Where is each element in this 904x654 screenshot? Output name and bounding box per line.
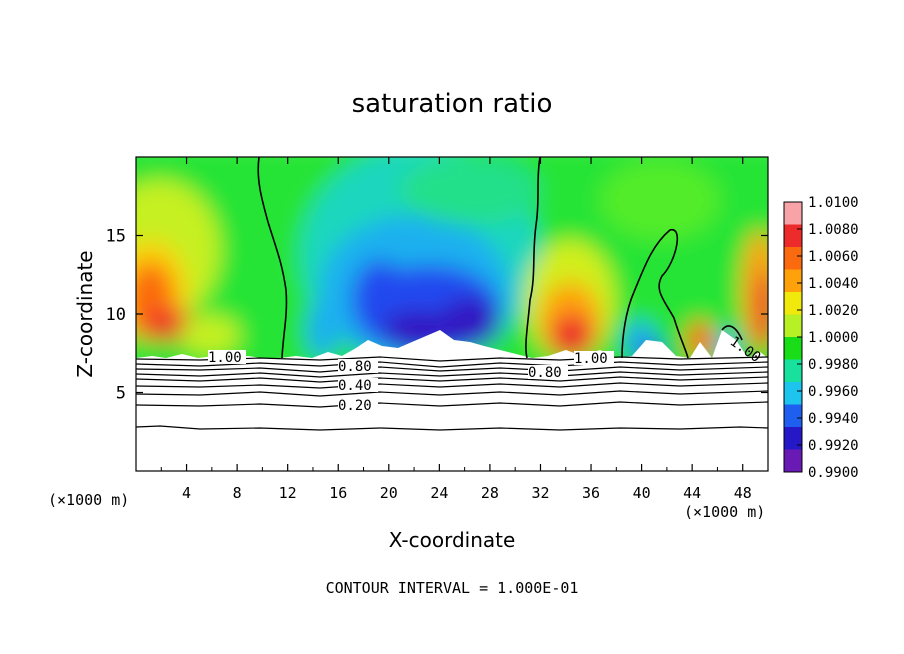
colorbar-label: 1.0040 — [808, 276, 859, 292]
x-tick-label: 32 — [531, 484, 549, 502]
colorbar-swatch — [784, 382, 802, 405]
colorbar-label: 0.9920 — [808, 438, 859, 454]
colorbar-swatch — [784, 427, 802, 450]
colorbar-label: 1.0080 — [808, 222, 859, 238]
colorbar-swatch — [784, 314, 802, 338]
y-axis: 5 10 15 — [106, 227, 768, 404]
x-tick-label: 12 — [279, 484, 297, 502]
contour-label: 1.00 — [574, 351, 608, 367]
colorbar-swatch — [784, 247, 802, 270]
contour-lines-cloud — [257, 157, 743, 359]
x-tick-label: 44 — [683, 484, 701, 502]
x-axis: 4 8 12 16 20 24 28 32 36 40 44 48 — [160, 157, 752, 502]
y-tick-label: 5 — [116, 384, 126, 404]
colorbar-swatch — [784, 224, 802, 248]
colorbar-swatch — [784, 404, 802, 428]
color-field — [136, 157, 768, 358]
colorbar-label: 1.0100 — [808, 195, 859, 211]
x-tick-label: 4 — [182, 484, 191, 502]
x-tick-label: 40 — [633, 484, 651, 502]
x-axis-label: X-coordinate — [389, 528, 516, 552]
y-axis-label: Z-coordinate — [73, 250, 97, 377]
contour-interval-footer: CONTOUR INTERVAL = 1.000E-01 — [326, 579, 579, 597]
colorbar: 1.0100 1.0080 1.0060 1.0040 1.0020 1.0000 0.99… — [783, 195, 859, 481]
x-tick-label: 24 — [430, 484, 448, 502]
x-tick-label: 36 — [582, 484, 600, 502]
colorbar-swatch — [784, 337, 802, 360]
colorbar-label: 0.9900 — [808, 465, 859, 481]
x-tick-label: 48 — [734, 484, 752, 502]
x-unit-right: (×1000 m) — [684, 503, 765, 521]
contour-label: 1.00 — [208, 350, 242, 366]
chart-title: saturation ratio — [352, 89, 553, 119]
contour-label: 0.40 — [338, 378, 372, 394]
colorbar-label: 1.0000 — [808, 330, 859, 346]
colorbar-label: 0.9960 — [808, 384, 859, 400]
colorbar-label: 1.0060 — [808, 249, 859, 265]
colorbar-swatch — [784, 292, 802, 315]
x-unit-left: (×1000 m) — [48, 491, 129, 509]
colorbar-label: 0.9980 — [808, 357, 859, 373]
x-tick-label: 8 — [233, 484, 242, 502]
contour-label: 0.20 — [338, 398, 372, 414]
x-tick-label: 20 — [380, 484, 398, 502]
contour-label: 0.80 — [528, 365, 562, 381]
x-tick-label: 28 — [481, 484, 499, 502]
plot-area: 1.00 0.80 0.40 0.20 1.00 0.80 1.00 — [136, 157, 768, 471]
colorbar-label: 0.9940 — [808, 411, 859, 427]
colorbar-swatch — [784, 449, 802, 473]
x-tick-label: 16 — [329, 484, 347, 502]
y-tick-label: 15 — [106, 227, 126, 247]
contour-label: 0.80 — [338, 359, 372, 375]
colorbar-swatch — [784, 202, 802, 225]
colorbar-swatch — [784, 359, 802, 383]
y-tick-label: 10 — [106, 305, 126, 325]
colorbar-swatch — [784, 269, 802, 293]
colorbar-label: 1.0020 — [808, 303, 859, 319]
